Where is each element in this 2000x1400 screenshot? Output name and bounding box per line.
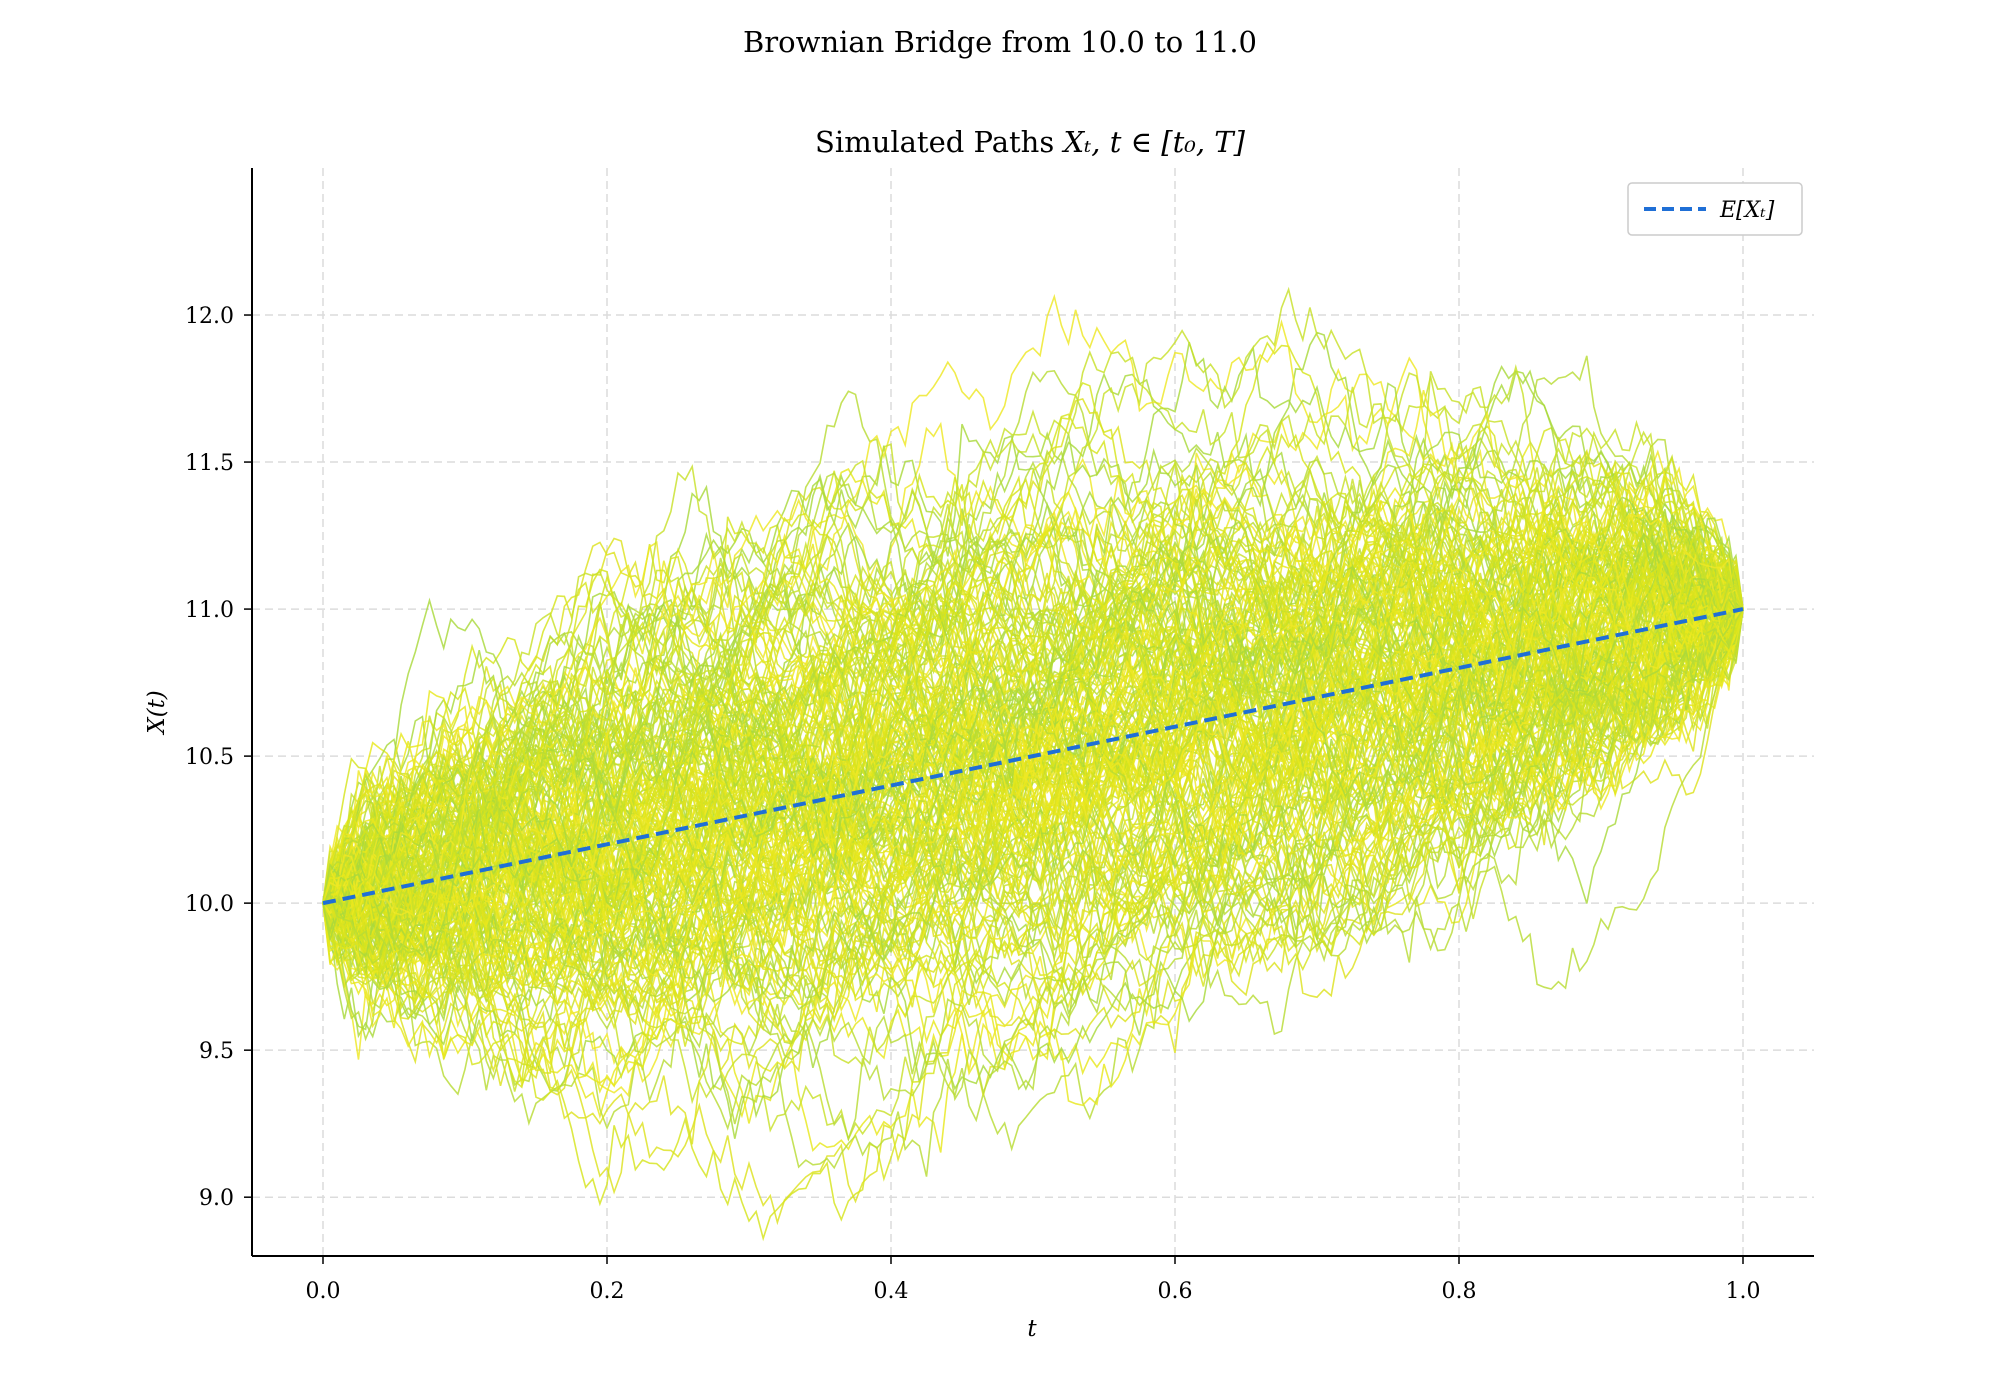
simulated-path: [322, 331, 1744, 968]
y-tick-label: 11.5: [185, 451, 234, 476]
axes-title-text: Simulated Paths: [815, 125, 1054, 159]
simulated-path: [322, 520, 1744, 968]
simulated-path: [322, 469, 1744, 1074]
expected-value-layer: [322, 607, 1744, 906]
simulated-path: [322, 472, 1744, 929]
y-tick-label: 9.5: [199, 1039, 234, 1064]
simulated-path: [322, 490, 1744, 968]
simulated-path: [322, 597, 1744, 1057]
simulated-path: [322, 580, 1744, 930]
simulated-path: [322, 524, 1744, 911]
ticks: 0.0 0.2 0.4 0.6 0.8 1.0 9.0 9.5 10.0 10.5 11.0 11.5…: [185, 304, 1760, 1304]
y-tick-label: 10.5: [185, 745, 234, 770]
legend-box: [1627, 182, 1803, 236]
x-tick-label: 0.8: [1442, 1279, 1477, 1304]
x-axis-label: t: [1027, 1316, 1037, 1342]
expected-value-line: [322, 607, 1744, 906]
simulated-path: [322, 608, 1744, 970]
y-tick-label: 11.0: [185, 598, 234, 623]
axes-title: Simulated Paths Xₜ, t ∈ [t₀, T]: [815, 125, 1246, 159]
simulated-path: [322, 511, 1744, 904]
x-tick-label: 1.0: [1726, 1279, 1761, 1304]
figure-title: Brownian Bridge from 10.0 to 11.0: [742, 25, 1257, 59]
y-tick-label: 9.0: [199, 1186, 234, 1211]
legend: E[Xₜ]: [1627, 182, 1803, 236]
simulated-path: [322, 570, 1744, 927]
x-tick-label: 0.0: [306, 1279, 341, 1304]
x-tick-label: 0.4: [874, 1279, 909, 1304]
simulated-path: [322, 286, 1744, 955]
simulated-path: [322, 537, 1744, 1086]
simulated-path: [322, 419, 1744, 910]
simulated-path: [322, 608, 1744, 916]
simulated-path: [322, 293, 1744, 906]
simulated-path: [322, 467, 1744, 918]
axes: [251, 168, 1814, 1257]
simulated-path: [322, 552, 1744, 1088]
y-axis-label: X(t): [144, 690, 170, 736]
legend-label: E[Xₜ]: [1719, 198, 1775, 223]
simulated-path: [322, 517, 1744, 999]
x-tick-label: 0.6: [1158, 1279, 1193, 1304]
simulated-path: [322, 578, 1744, 963]
simulated-path: [322, 389, 1744, 915]
simulated-path: [322, 603, 1744, 965]
x-tick-label: 0.2: [590, 1279, 625, 1304]
simulated-path: [322, 498, 1744, 976]
simulated-paths: [322, 286, 1744, 1242]
simulated-path: [322, 341, 1744, 919]
simulated-path: [322, 413, 1744, 921]
simulated-path: [322, 608, 1744, 1125]
simulated-path: [322, 535, 1744, 904]
simulated-path: [322, 532, 1744, 934]
axes-title-math: Xₜ, t ∈ [t₀, T]: [1061, 125, 1245, 159]
simulated-path: [322, 369, 1744, 923]
y-tick-label: 10.0: [185, 892, 234, 917]
simulated-path: [322, 449, 1744, 927]
simulated-path: [322, 520, 1744, 927]
y-tick-label: 12.0: [185, 304, 234, 329]
simulated-path: [322, 515, 1744, 1017]
simulated-path: [322, 469, 1744, 915]
simulated-path: [322, 545, 1744, 904]
simulated-path: [322, 350, 1744, 904]
